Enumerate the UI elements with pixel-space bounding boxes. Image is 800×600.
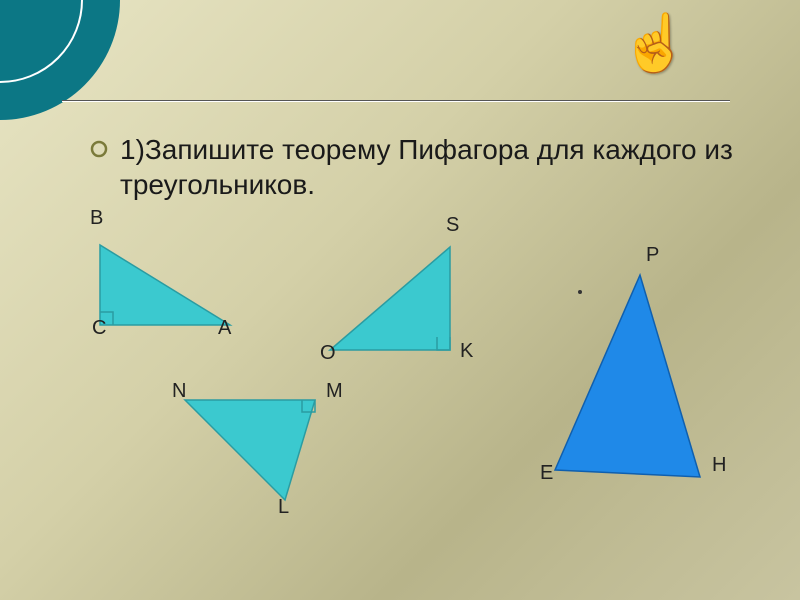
vertex-label-b: B (90, 207, 103, 230)
vertex-label-e: E (540, 462, 553, 485)
triangle-nml (185, 400, 315, 500)
figures-layer (0, 0, 800, 600)
vertex-label-c: C (92, 317, 106, 340)
slide: ☝ 1)Запишите теорему Пифагора для каждог… (0, 0, 800, 600)
vertex-label-m: M (326, 380, 343, 403)
vertex-label-a: A (218, 317, 231, 340)
vertex-label-n: N (172, 380, 186, 403)
vertex-label-p: P (646, 244, 659, 267)
vertex-label-l: L (278, 496, 289, 519)
vertex-label-s: S (446, 214, 459, 237)
sparkle-dot (578, 290, 582, 294)
vertex-label-o: O (320, 342, 336, 365)
vertex-label-h: H (712, 454, 726, 477)
triangle-osk (330, 247, 450, 350)
triangle-abc (100, 245, 230, 325)
triangle-eph (555, 275, 700, 477)
vertex-label-k: K (460, 340, 473, 363)
